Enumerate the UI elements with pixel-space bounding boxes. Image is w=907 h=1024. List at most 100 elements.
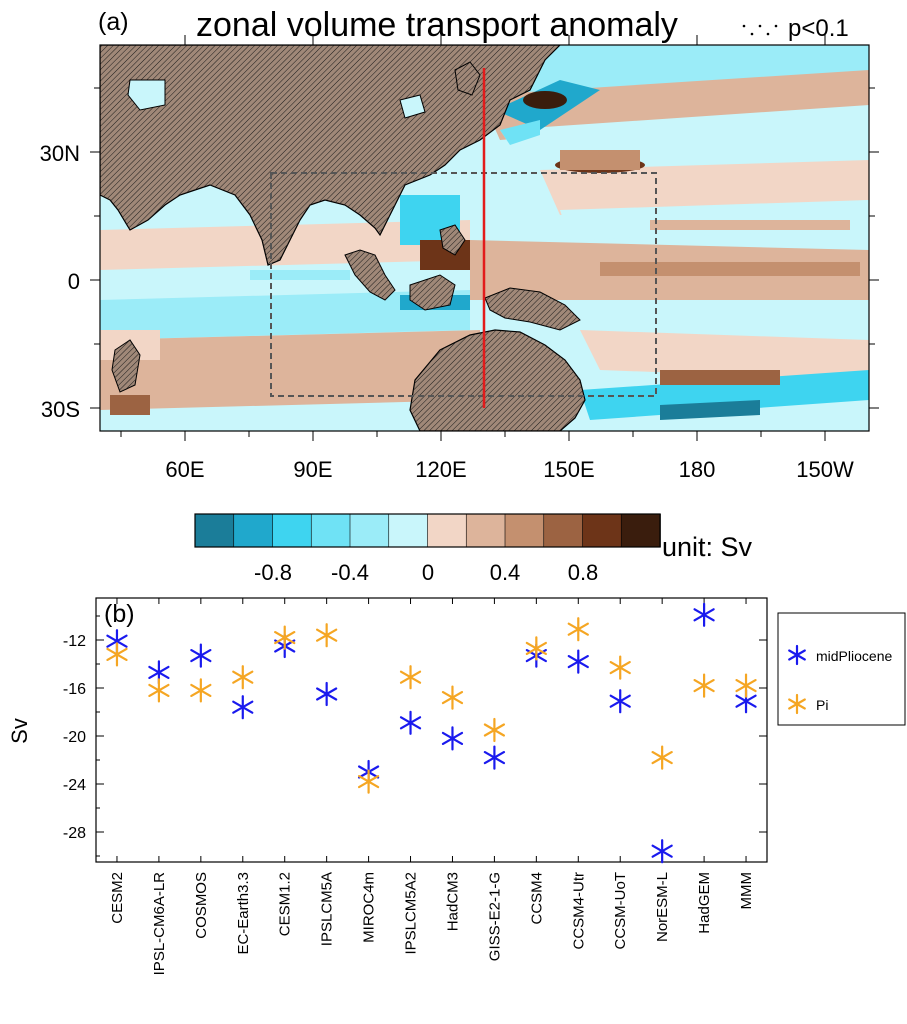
x-tick-label: HadGEM [696,872,713,934]
lat-label-0: 0 [68,269,80,294]
lat-label-30n: 30N [40,141,80,166]
x-tick-label: EC-Earth3.3 [235,872,252,955]
marker-pi-ec-earth3.3 [232,665,254,690]
marker-pi-cosmos [190,678,212,703]
marker-pi-hadgem [693,673,715,698]
map-panel: (a) zonal volume transport anomaly p<0.1 [40,6,879,482]
lon-label-120e: 120E [415,457,466,482]
lat-ticks [90,87,879,409]
x-tick-label: MMM [738,872,755,910]
marker-pi-ipsl-cm6a-lr [148,678,170,703]
marker-midpliocene-ec-earth3.3 [232,695,254,720]
colorbar-tick: -0.8 [254,560,292,585]
x-axis: CESM2 IPSL-CM6A-LR COSMOS EC-Earth3.3 CESM1.… [109,598,755,975]
marker-pi-hadcm3 [441,685,464,710]
x-tick-label: CESM1.2 [277,872,294,936]
marker-pi-ccsm4 [525,636,547,661]
y-axis-label: Sv [7,718,32,744]
plot-frame [95,597,768,863]
lon-label-150e: 150E [543,457,594,482]
legend-marker-midpliocene [788,644,806,666]
colorbar-tick: 0 [422,560,434,585]
colorbar-cell [388,513,429,548]
x-tick-label: HadCM3 [444,872,461,931]
panel-b-label: (b) [104,600,135,628]
marker-pi-giss-e2-1-g [483,717,506,743]
lon-label-60e: 60E [165,457,204,482]
colorbar-cell [543,513,584,548]
colorbar-cell [582,513,623,548]
legend-label-pi: Pi [816,697,828,713]
colorbar-tick: -0.4 [331,560,369,585]
panel-a-label: (a) [98,8,129,36]
lat-label-30s: 30S [41,397,80,422]
x-tick-label: CESM2 [109,872,126,924]
x-tick-label: CCSM4-Utr [570,872,587,950]
marker-midpliocene-ccsm4-utr [567,649,589,674]
significance-note: p<0.1 [788,15,849,42]
marker-midpliocene-hadgem [693,602,715,627]
x-tick-label: IPSLCM5A [319,872,336,946]
marker-midpliocene-ipslcm5a [316,681,338,707]
marker-pi-cesm1.2 [274,625,296,650]
colorbar-cell [349,513,390,548]
y-tick-label: -24 [63,777,86,794]
y-tick-label: -12 [63,633,86,650]
y-tick-label: -28 [63,825,86,842]
marker-midpliocene-ccsm-uot [609,689,631,714]
colorbar-tick: 0.4 [490,560,521,585]
lon-label-90e: 90E [293,457,332,482]
x-tick-label: NorESM-L [654,872,671,942]
marker-pi-miroc4m [357,769,380,794]
colorbar-cell [272,513,313,548]
marker-midpliocene-cosmos [190,643,212,668]
region-box [270,172,657,397]
colorbar-cell [233,513,274,548]
colorbar-cell [194,513,235,548]
x-tick-label: COSMOS [193,872,210,939]
map-title: zonal volume transport anomaly [196,6,678,44]
marker-pi-noresm-l [651,745,673,770]
x-tick-label: IPSLCM5A2 [403,872,420,955]
marker-pi-ccsm4-utr [567,617,589,642]
colorbar-unit: unit: Sv [662,532,753,562]
y-axis: -12 -16 -20 -24 -28 [63,615,767,857]
x-tick-label: CCSM4 [528,872,545,925]
marker-pi-cesm2 [106,642,128,667]
marker-pi-ipslcm5a [316,623,338,648]
marker-pi-ipslcm5a2 [399,665,422,690]
x-tick-label: MIROC4m [361,872,378,943]
colorbar-cell [620,513,661,548]
scatter-panel: (b) Sv -12 -16 -20 -24 -28 CESM2 IPSL-CM6A-LR… [7,597,906,975]
land-masses [100,45,586,431]
y-tick-label: -16 [63,681,86,698]
colorbar-frame [194,513,661,548]
colorbar-tick: 0.8 [568,560,599,585]
legend: midPliocene Pi [777,612,906,726]
x-tick-label: CCSM-UoT [612,872,629,950]
y-tick-label: -20 [63,729,86,746]
colorbar-cells [194,513,661,548]
marker-pi-mmm [735,673,757,698]
legend-asterisk-midpliocene [788,644,806,666]
colorbar-cell [427,513,468,548]
colorbar-cell [310,513,351,548]
map-frame [99,44,870,432]
x-tick-label: IPSL-CM6A-LR [151,872,168,976]
legend-marker-pi [788,693,806,715]
marker-midpliocene-hadcm3 [441,726,464,751]
colorbar: -0.8 -0.4 0 0.4 0.8 unit: Sv [194,513,753,585]
data-markers [106,602,757,864]
marker-midpliocene-giss-e2-1-g [483,745,506,770]
marker-midpliocene-noresm-l [651,839,673,864]
lon-label-180: 180 [679,457,716,482]
colorbar-cell [504,513,545,548]
legend-asterisk-pi [788,693,806,715]
colorbar-cell [465,513,506,548]
lon-label-150w: 150W [796,457,854,482]
marker-midpliocene-ipslcm5a2 [399,710,422,735]
significance-dots-icon [742,24,778,36]
legend-label-midpliocene: midPliocene [816,648,892,664]
lon-ticks [120,35,826,441]
